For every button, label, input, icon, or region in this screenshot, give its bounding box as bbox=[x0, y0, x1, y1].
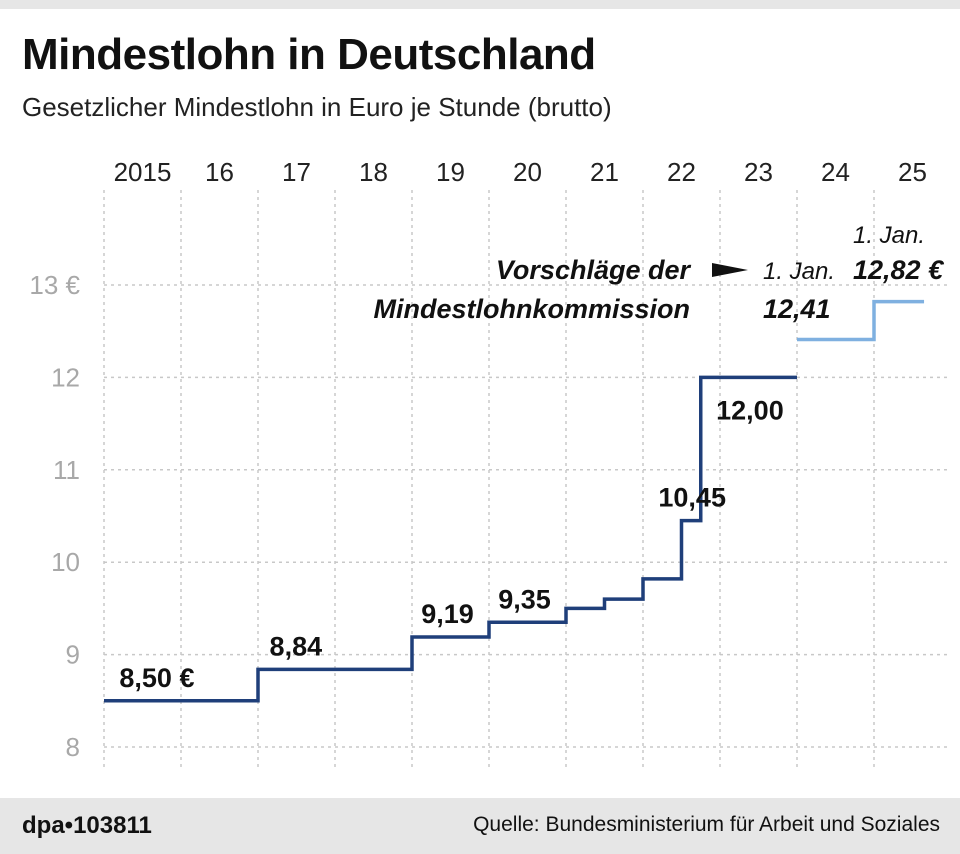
y-tick-label: 11 bbox=[53, 455, 80, 485]
y-tick-label: 13 € bbox=[29, 270, 80, 300]
data-label: 9,35 bbox=[498, 584, 551, 614]
min-wage-chart: 2015 16 17 18 19 20 21 22 23 24 25 8 9 10 11 12 13 € 8,50… bbox=[29, 157, 948, 770]
x-tick-label: 17 bbox=[282, 157, 311, 187]
chart-title: Mindestlohn in Deutschland bbox=[22, 30, 596, 79]
annotation-date-2025: 1. Jan. bbox=[853, 222, 925, 249]
proposal-series-line bbox=[797, 299, 925, 342]
proposal-annotation-line2: Mindestlohnkommission bbox=[373, 294, 690, 324]
dpa-graphic-id: dpa•103811 bbox=[22, 812, 152, 839]
y-tick-label: 8 bbox=[66, 732, 80, 762]
y-tick-label: 10 bbox=[51, 547, 80, 577]
x-tick-label: 20 bbox=[513, 157, 542, 187]
x-tick-label: 24 bbox=[821, 157, 850, 187]
source-note: Quelle: Bundesministerium für Arbeit und… bbox=[473, 813, 940, 836]
x-tick-label: 21 bbox=[590, 157, 619, 187]
data-label: 8,84 bbox=[270, 631, 323, 661]
y-tick-label: 12 bbox=[51, 362, 80, 392]
footer: dpa•103811 Quelle: Bundesministerium für… bbox=[0, 798, 960, 854]
data-label: 10,45 bbox=[658, 483, 726, 513]
min-wage-series-line bbox=[104, 375, 797, 703]
data-label: 9,19 bbox=[421, 599, 474, 629]
x-tick-label: 25 bbox=[898, 157, 927, 187]
y-tick-label: 9 bbox=[66, 640, 80, 670]
annotation-value-2025: 12,82 € bbox=[853, 255, 944, 285]
chart-subtitle: Gesetzlicher Mindestlohn in Euro je Stun… bbox=[22, 92, 612, 122]
x-tick-label: 23 bbox=[744, 157, 773, 187]
data-label: 12,00 bbox=[716, 395, 784, 425]
x-tick-label: 18 bbox=[359, 157, 388, 187]
x-tick-label: 22 bbox=[667, 157, 696, 187]
data-label: 8,50 € bbox=[119, 663, 194, 693]
top-bar bbox=[0, 0, 960, 9]
proposal-annotation-line1: Vorschläge der bbox=[496, 255, 692, 285]
x-tick-label: 2015 bbox=[114, 157, 172, 187]
annotation-value-2024: 12,41 bbox=[763, 294, 831, 324]
pointer-arrow-icon bbox=[712, 263, 748, 277]
x-tick-label: 16 bbox=[205, 157, 234, 187]
annotation-date-2024: 1. Jan. bbox=[763, 258, 835, 285]
x-tick-label: 19 bbox=[436, 157, 465, 187]
